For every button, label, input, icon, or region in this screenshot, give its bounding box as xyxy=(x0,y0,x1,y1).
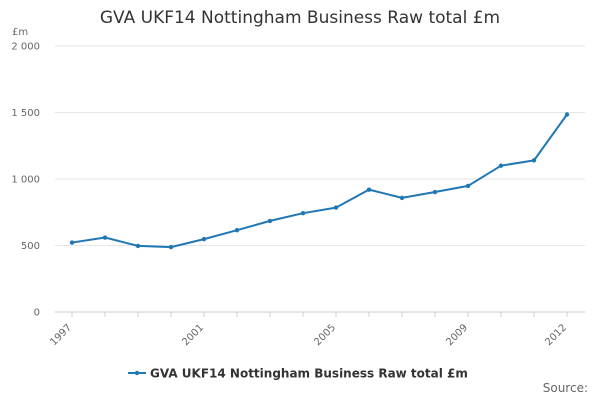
y-tick-label: 2 000 xyxy=(11,42,40,53)
legend[interactable]: GVA UKF14 Nottingham Business Raw total … xyxy=(128,367,468,381)
x-tick-label: 2005 xyxy=(312,322,338,348)
chart-title: GVA UKF14 Nottingham Business Raw total … xyxy=(99,8,501,28)
data-point xyxy=(135,243,141,249)
data-point xyxy=(465,183,471,189)
data-point xyxy=(399,195,405,201)
gridlines xyxy=(55,45,585,313)
x-tick-label: 2009 xyxy=(444,322,470,348)
y-axis-unit-label: £m xyxy=(12,27,29,38)
data-point xyxy=(201,236,207,242)
source-label: Source: xyxy=(542,381,588,395)
data-point xyxy=(564,112,570,117)
data-point xyxy=(267,218,273,224)
y-tick-label: 500 xyxy=(21,241,40,252)
x-tick-label: 2001 xyxy=(180,322,206,348)
data-point xyxy=(300,210,306,216)
series-layer xyxy=(69,112,570,250)
y-axis-ticks: 0 500 1 000 1 500 2 000 xyxy=(11,42,40,319)
data-point xyxy=(102,235,108,240)
x-tick-label: 1997 xyxy=(48,322,74,348)
data-point xyxy=(531,158,537,163)
data-point xyxy=(168,244,174,250)
x-axis-ticks: 1997 2001 2005 2009 2012 xyxy=(48,312,569,348)
data-point xyxy=(366,187,372,192)
y-tick-label: 0 xyxy=(34,308,40,319)
legend-swatch-marker xyxy=(134,370,140,376)
series-line xyxy=(71,113,568,249)
data-point xyxy=(333,205,339,210)
legend-label: GVA UKF14 Nottingham Business Raw total … xyxy=(150,367,468,381)
data-point xyxy=(234,228,240,233)
data-point xyxy=(498,163,504,168)
x-tick-label: 2012 xyxy=(543,322,569,348)
data-point xyxy=(69,240,75,245)
y-tick-label: 1 500 xyxy=(11,108,40,119)
y-tick-label: 1 000 xyxy=(11,175,40,186)
data-point xyxy=(432,189,438,195)
